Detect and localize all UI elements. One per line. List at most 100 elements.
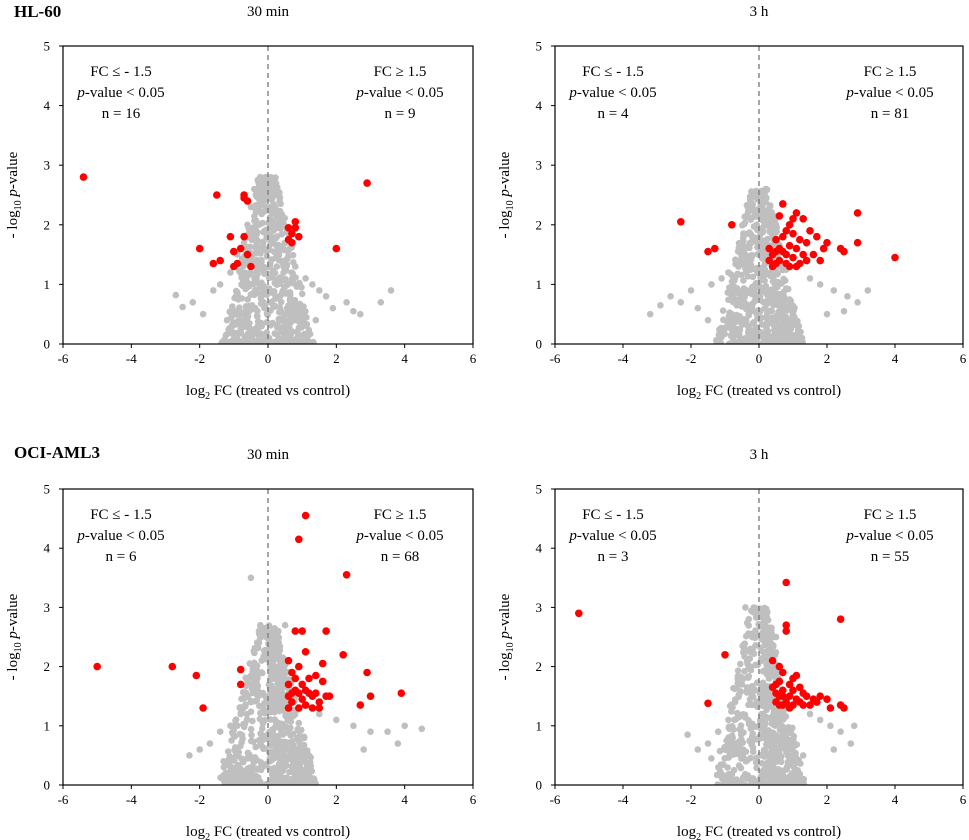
- y-tick-label: 2: [536, 217, 543, 232]
- grey-cloud-point: [254, 258, 262, 266]
- grey-cloud-point: [260, 629, 267, 637]
- significant-point: [240, 191, 248, 199]
- non-significant-point: [708, 755, 715, 762]
- grey-cloud-point: [775, 749, 783, 757]
- significant-point: [308, 704, 317, 712]
- non-significant-point: [343, 299, 350, 306]
- grey-cloud-point: [301, 330, 308, 338]
- significant-point: [79, 173, 88, 181]
- annotation-fc: FC ≤ - 1.5: [90, 507, 152, 523]
- grey-cloud-point: [282, 712, 289, 719]
- grey-cloud-point: [257, 621, 264, 629]
- x-tick-label: 4: [401, 351, 408, 366]
- grey-cloud-point: [253, 756, 261, 764]
- significant-point: [199, 704, 207, 712]
- grey-cloud-point: [251, 679, 259, 686]
- grey-cloud-point: [267, 192, 275, 199]
- grey-cloud-point: [229, 303, 236, 310]
- significant-point: [782, 621, 790, 629]
- grey-cloud-point: [743, 684, 751, 691]
- grey-cloud-point: [254, 220, 261, 227]
- grey-cloud-point: [248, 334, 255, 341]
- grey-cloud-point: [738, 222, 746, 229]
- grey-cloud-point: [786, 321, 793, 329]
- significant-point: [295, 662, 303, 671]
- grey-cloud-point: [251, 243, 259, 251]
- grey-cloud-point: [775, 708, 783, 716]
- grey-cloud-point: [277, 720, 285, 727]
- grey-cloud-point: [277, 763, 284, 770]
- grey-cloud-point: [274, 732, 282, 740]
- grey-cloud-point: [748, 607, 755, 615]
- significant-point: [243, 250, 252, 259]
- significant-point: [93, 662, 101, 671]
- non-significant-point: [728, 310, 736, 318]
- grey-cloud-point: [284, 325, 291, 332]
- grey-cloud-point: [753, 209, 760, 216]
- grey-cloud-point: [249, 290, 256, 298]
- grey-cloud-point: [281, 246, 289, 254]
- non-significant-point: [704, 316, 712, 324]
- annotation-n: n = 9: [385, 106, 416, 122]
- non-significant-point: [718, 275, 725, 282]
- non-significant-point: [247, 574, 255, 582]
- x-tick-label: 4: [892, 351, 899, 366]
- grey-cloud-point: [249, 304, 256, 312]
- annotation-fc: FC ≥ 1.5: [374, 507, 427, 523]
- significant-point: [853, 209, 862, 217]
- annotation-pvalue: p-value < 0.05: [568, 528, 656, 544]
- x-tick-label: -6: [550, 792, 561, 807]
- grey-cloud-point: [287, 732, 295, 739]
- grey-cloud-point: [280, 664, 288, 671]
- grey-cloud-point: [257, 250, 264, 257]
- non-significant-point: [772, 221, 780, 229]
- grey-cloud-point: [726, 747, 734, 754]
- grey-cloud-point: [777, 744, 784, 751]
- significant-point: [785, 692, 794, 700]
- grey-cloud-point: [760, 766, 767, 774]
- grey-cloud-point: [251, 649, 258, 657]
- non-significant-point: [216, 728, 224, 735]
- non-significant-point: [854, 299, 861, 306]
- annotation-fc: FC ≤ - 1.5: [90, 64, 152, 80]
- grey-cloud-point: [757, 307, 764, 315]
- grey-cloud-point: [267, 742, 274, 749]
- grey-cloud-point: [254, 692, 261, 699]
- grey-cloud-point: [271, 716, 279, 723]
- grey-cloud-point: [252, 743, 259, 751]
- grey-cloud-point: [298, 751, 305, 759]
- grey-cloud-point: [247, 325, 255, 333]
- grey-cloud-point: [771, 737, 779, 745]
- grey-cloud-point: [740, 232, 748, 240]
- non-significant-point: [762, 185, 770, 193]
- non-significant-point: [305, 752, 313, 759]
- significant-point: [339, 651, 348, 659]
- x-tick-label: -4: [618, 351, 629, 366]
- grey-cloud-point: [772, 336, 779, 343]
- non-significant-point: [384, 728, 391, 735]
- grey-cloud-point: [269, 755, 277, 763]
- non-significant-point: [657, 302, 664, 309]
- grey-cloud-point: [766, 272, 774, 280]
- grey-cloud-point: [299, 745, 307, 752]
- significant-point: [782, 627, 790, 635]
- annotation-fc: FC ≤ - 1.5: [582, 64, 644, 80]
- grey-cloud-point: [734, 271, 741, 279]
- grey-cloud-point: [311, 776, 318, 784]
- non-significant-point: [684, 731, 691, 738]
- grey-cloud-point: [739, 238, 746, 246]
- grey-cloud-point: [300, 322, 308, 330]
- grey-cloud-point: [257, 730, 264, 737]
- non-significant-point: [199, 310, 207, 318]
- non-significant-point: [850, 722, 858, 730]
- significant-point: [236, 244, 245, 253]
- non-significant-point: [275, 191, 282, 199]
- grey-cloud-point: [256, 280, 263, 288]
- significant-point: [291, 218, 300, 226]
- x-tick-label: 0: [756, 351, 763, 366]
- non-significant-point: [827, 722, 834, 730]
- grey-cloud-point: [758, 680, 766, 687]
- x-tick-label: -6: [550, 351, 561, 366]
- grey-cloud-point: [300, 314, 308, 321]
- significant-point: [796, 683, 804, 692]
